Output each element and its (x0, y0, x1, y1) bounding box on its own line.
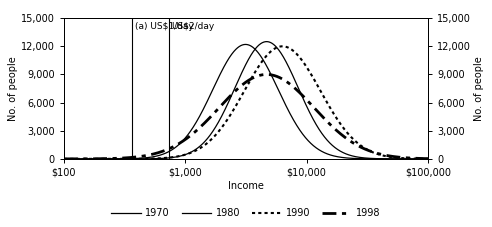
Legend: 1970, 1980, 1990, 1998: 1970, 1980, 1990, 1998 (107, 204, 385, 222)
Y-axis label: No. of people: No. of people (474, 56, 484, 121)
X-axis label: Income: Income (228, 181, 264, 191)
Text: (a) US$1/day: (a) US$1/day (135, 22, 193, 31)
Y-axis label: No. of people: No. of people (8, 56, 18, 121)
Text: US$2/day: US$2/day (171, 22, 215, 31)
